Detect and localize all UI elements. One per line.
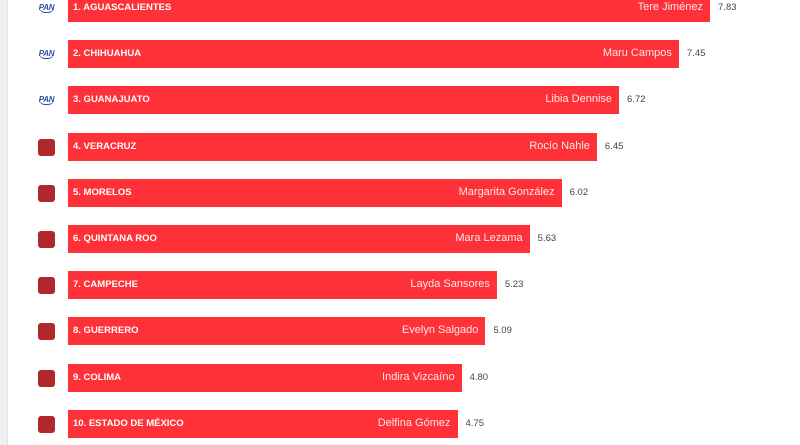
governor-name: Delfina Gómez <box>377 416 451 429</box>
governor-name: Margarita González <box>458 185 555 198</box>
governor-name: Maru Campos <box>602 47 672 60</box>
governor-name: Rocío Nahle <box>529 139 590 152</box>
bar-row: 9. COLIMA Indira Vizcaíno 4.80 <box>0 363 800 392</box>
state-label: 4. VERACRUZ <box>73 140 137 152</box>
state-label: 6. QUINTANA ROO <box>73 233 157 244</box>
morena-logo-icon <box>38 138 55 156</box>
value-label: 4.75 <box>465 417 485 429</box>
value-label: 5.09 <box>493 325 512 337</box>
bar-row: 7. CAMPECHE Layda Sansores 5.23 <box>0 271 800 300</box>
state-label: 2. CHIHUAHUA <box>73 48 142 60</box>
bar-row: PAN 1. AGUASCALIENTES Tere Jiménez 7.83 <box>0 0 800 22</box>
morena-logo-icon <box>38 323 55 341</box>
state-label: 3. GUANAJUATO <box>73 94 150 106</box>
governor-name: Evelyn Salgado <box>401 324 479 337</box>
bar-row: PAN 3. GUANAJUATO Libia Dennise 6.72 <box>0 86 800 115</box>
bar-row: 8. GUERRERO Evelyn Salgado 5.09 <box>0 317 800 346</box>
pan-logo-icon: PAN <box>38 49 55 60</box>
bar: 7. CAMPECHE Layda Sansores <box>68 271 497 300</box>
bar: 5. MORELOS Margarita González <box>68 178 562 207</box>
bar: 10. ESTADO DE MÉXICO Delfina Gómez <box>68 409 458 438</box>
state-label: 7. CAMPECHE <box>73 279 138 291</box>
bar: 4. VERACRUZ Rocío Nahle <box>68 132 597 161</box>
value-label: 7.45 <box>686 48 706 60</box>
bar: 9. COLIMA Indira Vizcaíno <box>68 363 462 392</box>
bar: 2. CHIHUAHUA Maru Campos <box>68 40 679 69</box>
state-label: 8. GUERRERO <box>73 325 139 337</box>
bar-row: 10. ESTADO DE MÉXICO Delfina Gómez 4.75 <box>0 409 800 438</box>
governor-name: Layda Sansores <box>410 278 490 291</box>
state-label: 9. COLIMA <box>73 371 122 383</box>
bar: 1. AGUASCALIENTES Tere Jiménez <box>68 0 711 22</box>
pan-logo-icon: PAN <box>38 95 55 106</box>
value-label: 6.72 <box>627 94 646 106</box>
governor-name: Indira Vizcaíno <box>382 370 455 383</box>
governor-name: Libia Dennise <box>545 93 613 106</box>
state-label: 1. AGUASCALIENTES <box>73 2 172 13</box>
value-label: 5.63 <box>537 233 557 244</box>
governor-name: Mara Lezama <box>455 232 523 244</box>
value-label: 6.45 <box>604 140 624 152</box>
bar: 8. GUERRERO Evelyn Salgado <box>68 317 486 346</box>
value-label: 7.83 <box>718 2 737 13</box>
bar-row: 5. MORELOS Margarita González 6.02 <box>0 178 800 207</box>
morena-logo-icon <box>38 184 55 202</box>
bar-row: PAN 2. CHIHUAHUA Maru Campos 7.45 <box>0 40 800 69</box>
value-label: 5.23 <box>504 279 524 291</box>
morena-logo-icon <box>38 415 55 433</box>
morena-logo-icon <box>38 369 55 387</box>
bar: 6. QUINTANA ROO Mara Lezama <box>68 225 530 253</box>
bar-row: 4. VERACRUZ Rocío Nahle 6.45 <box>0 132 800 161</box>
state-label: 5. MORELOS <box>73 186 132 198</box>
morena-logo-icon <box>38 277 55 295</box>
bar: 3. GUANAJUATO Libia Dennise <box>68 86 620 115</box>
morena-logo-icon <box>38 231 55 248</box>
left-edge <box>0 0 8 445</box>
pan-logo-icon: PAN <box>38 3 55 13</box>
bar-row: 6. QUINTANA ROO Mara Lezama 5.63 <box>0 225 800 253</box>
governor-name: Tere Jiménez <box>637 1 704 13</box>
state-label: 10. ESTADO DE MÉXICO <box>73 417 184 429</box>
value-label: 6.02 <box>569 186 589 198</box>
value-label: 4.80 <box>469 371 489 383</box>
